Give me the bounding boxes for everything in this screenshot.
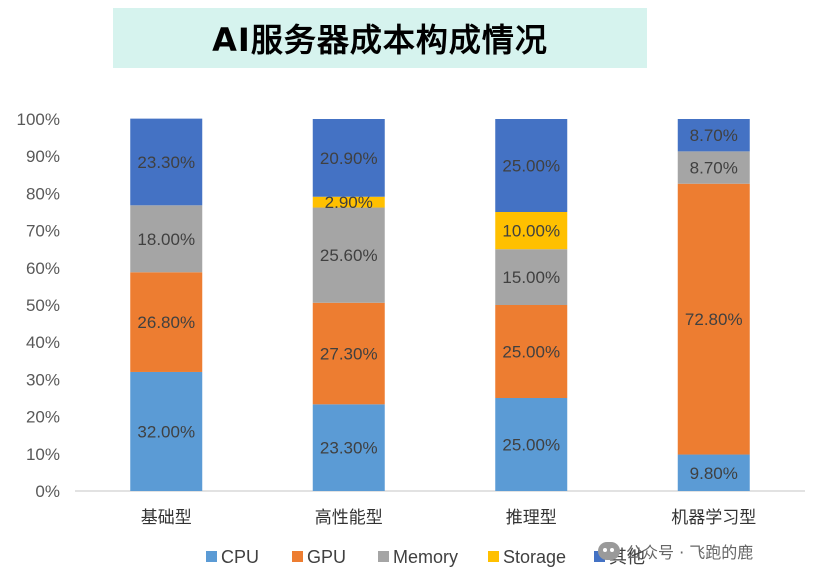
category-label: 推理型 bbox=[506, 508, 557, 528]
bar-segment bbox=[495, 249, 568, 305]
y-tick-label: 60% bbox=[26, 259, 60, 278]
legend-label: CPU bbox=[221, 547, 259, 567]
chart-title-box: AI服务器成本构成情况 bbox=[113, 8, 647, 68]
bar-segment bbox=[677, 151, 750, 184]
bar-segment bbox=[312, 196, 385, 208]
data-label: 8.70% bbox=[690, 126, 738, 145]
data-label: 32.00% bbox=[137, 422, 195, 441]
watermark: 公众号 · 飞跑的鹿 bbox=[598, 539, 753, 563]
bar-segment bbox=[312, 207, 385, 303]
data-label: 72.80% bbox=[685, 310, 743, 329]
legend-swatch bbox=[292, 551, 303, 562]
category-label: 基础型 bbox=[141, 508, 192, 528]
bar-segment bbox=[312, 404, 385, 491]
y-tick-label: 100% bbox=[17, 110, 60, 129]
data-label: 15.00% bbox=[502, 268, 560, 287]
data-label: 9.80% bbox=[690, 464, 738, 483]
bar-segment bbox=[130, 118, 203, 206]
y-tick-label: 0% bbox=[35, 482, 60, 501]
data-label: 8.70% bbox=[690, 159, 738, 178]
legend-label: Memory bbox=[393, 547, 458, 567]
legend-swatch bbox=[488, 551, 499, 562]
bar-segment bbox=[312, 119, 385, 197]
bar-segment bbox=[495, 398, 568, 491]
bar-segment bbox=[130, 272, 203, 372]
data-label: 25.60% bbox=[320, 246, 378, 265]
bar-segment bbox=[495, 119, 568, 212]
y-tick-label: 40% bbox=[26, 333, 60, 352]
y-tick-label: 80% bbox=[26, 184, 60, 203]
data-label: 27.30% bbox=[320, 345, 378, 364]
bar-segment bbox=[312, 302, 385, 405]
data-label: 25.00% bbox=[502, 436, 560, 455]
y-tick-label: 50% bbox=[26, 296, 60, 315]
y-tick-label: 20% bbox=[26, 408, 60, 427]
bar-segment bbox=[495, 212, 568, 250]
chart-title: AI服务器成本构成情况 bbox=[212, 21, 548, 59]
wechat-icon bbox=[598, 542, 620, 560]
category-label: 高性能型 bbox=[315, 508, 383, 528]
legend-swatch bbox=[378, 551, 389, 562]
data-label: 23.30% bbox=[137, 153, 195, 172]
bar-segment bbox=[495, 305, 568, 398]
data-label: 20.90% bbox=[320, 149, 378, 168]
y-tick-label: 30% bbox=[26, 370, 60, 389]
data-label: 18.00% bbox=[137, 230, 195, 249]
bar-segment bbox=[130, 371, 203, 491]
bar-segment bbox=[677, 454, 750, 491]
y-tick-label: 70% bbox=[26, 222, 60, 241]
y-tick-label: 10% bbox=[26, 445, 60, 464]
data-label: 10.00% bbox=[502, 222, 560, 241]
data-label: 25.00% bbox=[502, 343, 560, 362]
data-label: 23.30% bbox=[320, 439, 378, 458]
category-label: 机器学习型 bbox=[671, 508, 756, 528]
legend-swatch bbox=[206, 551, 217, 562]
y-tick-label: 90% bbox=[26, 147, 60, 166]
bar-segment bbox=[677, 183, 750, 455]
bar-segment bbox=[130, 205, 203, 273]
bar-segment bbox=[677, 119, 750, 152]
data-label: 26.80% bbox=[137, 313, 195, 332]
data-label: 25.00% bbox=[502, 157, 560, 176]
data-label: 2.90% bbox=[325, 193, 373, 212]
legend-label: GPU bbox=[307, 547, 346, 567]
legend-label: Storage bbox=[503, 547, 566, 567]
watermark-text: 公众号 · 飞跑的鹿 bbox=[626, 543, 754, 562]
